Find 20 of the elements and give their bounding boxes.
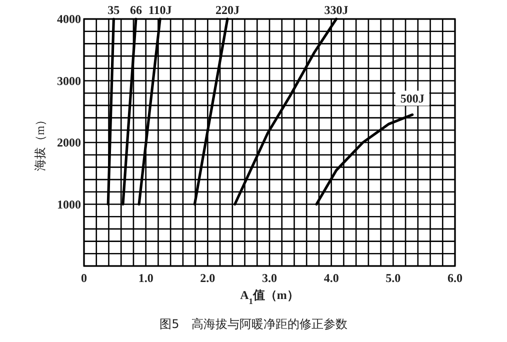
y-tick-label: 1000 (57, 197, 81, 212)
series-label: 330J (324, 3, 348, 17)
x-axis-title: A$_{1}$值（m） (240, 288, 299, 306)
caption: 图5 高海拔与阿暖净距的修正参数 (160, 317, 348, 331)
x-tick-label: 6.0 (448, 271, 462, 285)
y-axis-title: 海拔（m） (33, 114, 47, 172)
y-tick-label: 2000 (57, 136, 81, 150)
series-label: 500J (400, 92, 424, 106)
x-tick-label: 3.0 (262, 271, 277, 285)
series-label: 35 (108, 3, 120, 17)
series-label: 220J (215, 3, 240, 17)
x-tick-label: 1.0 (138, 271, 154, 285)
series-label: 110J (148, 3, 172, 17)
x-tick-label: 0 (81, 271, 87, 285)
y-tick-label: 4000 (57, 12, 81, 26)
series-label: 66 (130, 3, 142, 17)
x-tick-label: 5.0 (386, 271, 401, 285)
x-tick-label: 2.0 (200, 271, 216, 285)
x-tick-label: 4.0 (324, 271, 339, 285)
y-tick-label: 3000 (57, 74, 81, 88)
